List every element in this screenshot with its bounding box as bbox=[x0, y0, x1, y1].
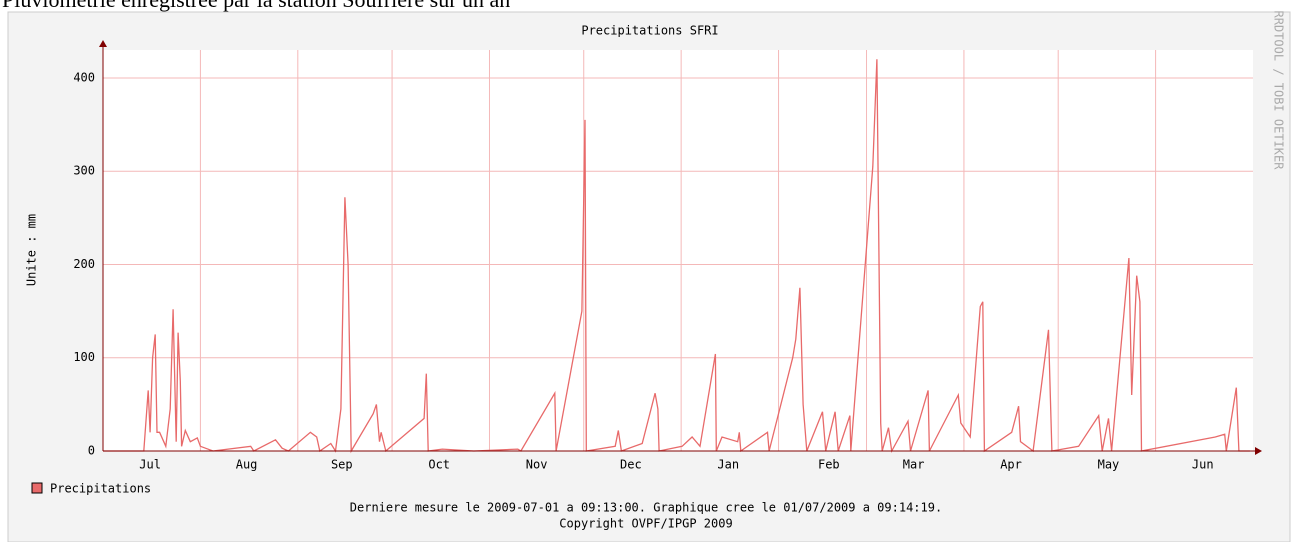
plot-area bbox=[103, 50, 1253, 451]
legend-swatch bbox=[31, 482, 43, 494]
x-tick-label: Aug bbox=[236, 458, 258, 472]
legend-label: Precipitations bbox=[50, 482, 151, 496]
watermark: RRDTOOL / TOBI OETIKER bbox=[1272, 11, 1286, 171]
y-tick-label: 0 bbox=[88, 444, 95, 458]
y-tick-label: 100 bbox=[73, 350, 95, 364]
x-tick-label: Sep bbox=[331, 458, 353, 472]
x-tick-label: Jan bbox=[717, 458, 739, 472]
footer-line: Derniere mesure le 2009-07-01 a 09:13:00… bbox=[350, 501, 942, 515]
footer-line: Copyright OVPF/IPGP 2009 bbox=[559, 517, 732, 531]
data-line bbox=[103, 59, 1250, 454]
y-tick-label: 300 bbox=[73, 164, 95, 178]
y-tick-label: 200 bbox=[73, 257, 95, 271]
x-tick-label: Oct bbox=[428, 458, 450, 472]
x-tick-label: Dec bbox=[620, 458, 642, 472]
y-arrow bbox=[99, 40, 107, 47]
page-header: Pluviométrie enregistrée par la station … bbox=[2, 0, 510, 12]
x-tick-label: May bbox=[1098, 458, 1120, 472]
x-tick-label: Mar bbox=[903, 458, 925, 472]
y-axis-label: Unite : mm bbox=[25, 214, 39, 286]
x-tick-label: Apr bbox=[1000, 458, 1022, 472]
x-tick-label: Jul bbox=[139, 458, 161, 472]
chart-title: Precipitations SFRI bbox=[581, 24, 718, 38]
x-tick-label: Nov bbox=[526, 458, 548, 472]
x-tick-label: Jun bbox=[1192, 458, 1214, 472]
x-tick-label: Feb bbox=[818, 458, 840, 472]
y-tick-label: 400 bbox=[73, 70, 95, 84]
x-arrow bbox=[1255, 447, 1262, 455]
